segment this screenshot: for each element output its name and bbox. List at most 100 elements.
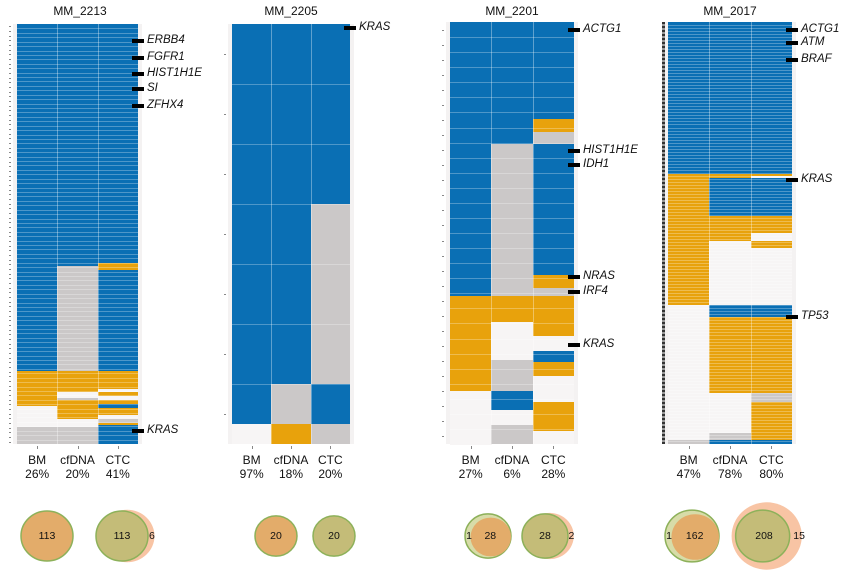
y-tick xyxy=(9,59,11,60)
y-tick xyxy=(9,264,11,266)
heatmap-cell-gray xyxy=(750,393,793,403)
column-label: CTC 80% xyxy=(749,453,793,481)
y-tick xyxy=(9,245,11,247)
gene-marker xyxy=(568,342,580,347)
y-tick xyxy=(442,285,444,287)
row-divider xyxy=(17,298,138,300)
heatmap-cell-gray xyxy=(57,397,99,401)
y-tick xyxy=(9,297,11,298)
row-divider xyxy=(668,269,792,271)
row-divider xyxy=(668,172,792,174)
row-divider xyxy=(17,271,138,273)
y-tick xyxy=(9,390,11,392)
row-divider xyxy=(668,260,792,262)
y-tick xyxy=(9,376,11,378)
row-divider xyxy=(17,46,138,48)
heatmap-cell-blue xyxy=(97,425,139,445)
row-divider xyxy=(668,278,792,280)
row-divider xyxy=(668,287,792,289)
y-tick xyxy=(9,194,11,196)
row-divider xyxy=(668,76,792,78)
heatmap-cell-white xyxy=(57,391,99,399)
row-divider xyxy=(17,121,138,123)
y-tick xyxy=(9,381,11,382)
column-percent: 26% xyxy=(25,467,50,481)
column-divider xyxy=(310,24,312,444)
heatmap-cell-orange xyxy=(750,173,793,177)
heatmap-cell-orange xyxy=(750,401,793,441)
row-divider xyxy=(668,299,792,301)
row-divider xyxy=(668,70,792,72)
row-divider xyxy=(17,72,138,74)
row-divider xyxy=(17,183,138,185)
row-divider xyxy=(668,100,792,102)
heatmap-cell-orange xyxy=(57,370,99,392)
row-divider xyxy=(668,431,792,433)
y-tick xyxy=(442,361,444,363)
y-tick xyxy=(9,413,11,415)
venn-diagram xyxy=(20,510,74,562)
y-tick xyxy=(9,423,11,424)
venn-circle-inner xyxy=(734,509,791,563)
row-divider xyxy=(668,344,792,346)
row-divider xyxy=(668,305,792,307)
heatmap-cell-gray xyxy=(57,427,99,445)
y-tick xyxy=(442,44,444,46)
heatmap-cell-white xyxy=(97,414,139,420)
heatmap-cell-orange xyxy=(709,216,752,242)
row-divider xyxy=(450,157,574,159)
row-divider xyxy=(668,121,792,123)
heatmap-cell-orange xyxy=(668,173,710,306)
y-tick xyxy=(9,82,11,84)
row-divider xyxy=(450,52,574,54)
row-divider xyxy=(668,220,792,222)
venn-diagram xyxy=(521,512,574,560)
venn-center-count: 113 xyxy=(113,530,131,542)
venn-circle-inner xyxy=(470,517,511,557)
column-percent: 80% xyxy=(759,467,784,481)
y-tick xyxy=(442,119,444,121)
row-divider xyxy=(17,41,138,43)
row-divider xyxy=(17,214,138,216)
row-divider xyxy=(668,257,792,259)
heatmap-cell-gray xyxy=(97,418,139,424)
row-divider xyxy=(668,347,792,349)
row-divider xyxy=(17,192,138,193)
y-tick xyxy=(9,278,11,280)
heatmap-cell-blue xyxy=(709,439,752,445)
venn-diagram xyxy=(254,515,298,557)
y-tick xyxy=(9,301,11,303)
row-divider xyxy=(17,196,138,198)
y-tick xyxy=(9,124,11,126)
row-divider xyxy=(668,229,792,231)
heatmap-cell-blue xyxy=(232,24,272,425)
column-divider xyxy=(97,24,99,444)
y-tick xyxy=(442,346,444,348)
row-divider xyxy=(232,204,350,205)
heatmap-cell-orange xyxy=(97,263,139,271)
y-tick xyxy=(9,409,11,410)
row-divider xyxy=(668,290,792,292)
row-divider xyxy=(668,214,792,216)
y-tick xyxy=(442,180,444,182)
heatmap-cell-blue xyxy=(668,22,710,175)
y-tick xyxy=(9,320,11,322)
y-tick xyxy=(9,91,11,93)
row-divider xyxy=(668,404,792,406)
x-tick xyxy=(330,446,332,449)
heatmap-cell-orange xyxy=(97,391,139,397)
row-divider xyxy=(17,280,138,282)
row-divider xyxy=(450,368,574,370)
venn-center-count: 20 xyxy=(270,530,282,542)
row-divider xyxy=(17,209,138,211)
row-divider xyxy=(668,211,792,213)
x-tick xyxy=(512,446,513,449)
heatmap-cell-blue xyxy=(310,24,351,205)
heatmap-cell-blue xyxy=(57,24,99,266)
row-divider xyxy=(668,55,792,57)
row-divider xyxy=(668,395,792,397)
gene-marker xyxy=(786,178,798,183)
row-divider xyxy=(450,278,574,280)
heatmap-cell-orange xyxy=(709,317,752,394)
row-divider xyxy=(668,118,792,120)
